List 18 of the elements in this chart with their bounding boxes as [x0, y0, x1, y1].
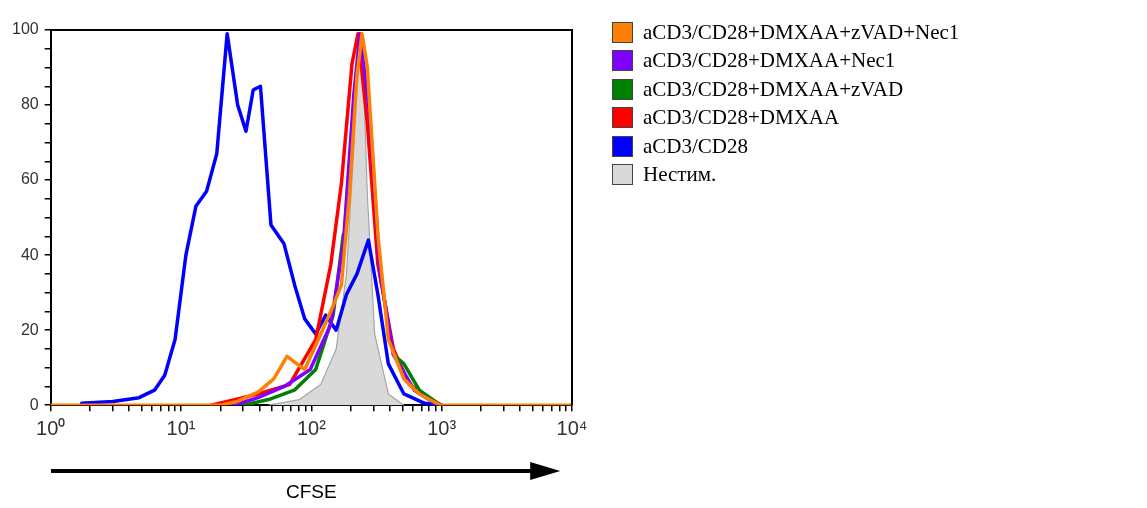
legend-label: aCD3/CD28+DMXAA+Nec1: [643, 48, 896, 74]
legend-label: aCD3/CD28+DMXAA+zVAD: [643, 76, 904, 102]
y-tick-label: 40: [20, 245, 39, 263]
legend-label: aCD3/CD28+DMXAA: [643, 105, 840, 131]
x-tick-label: 10³: [427, 416, 457, 439]
y-tick-label: 60: [20, 170, 39, 188]
x-tick-label: 10⁴: [556, 416, 588, 439]
y-tick-label: 80: [20, 95, 39, 113]
x-axis-title: CFSE: [286, 480, 337, 502]
y-tick-label: 20: [20, 320, 39, 338]
legend-label: aCD3/CD28+DMXAA+zVAD+Nec1: [643, 19, 960, 45]
y-tick-label: 100: [11, 20, 39, 38]
x-tick-label: 10¹: [166, 416, 196, 439]
legend-label: aCD3/CD28: [643, 133, 748, 159]
x-tick-label: 10⁰: [36, 416, 66, 439]
y-tick-label: 0: [29, 395, 39, 413]
legend-label: Нестим.: [643, 162, 717, 188]
x-tick-label: 10²: [296, 416, 327, 439]
